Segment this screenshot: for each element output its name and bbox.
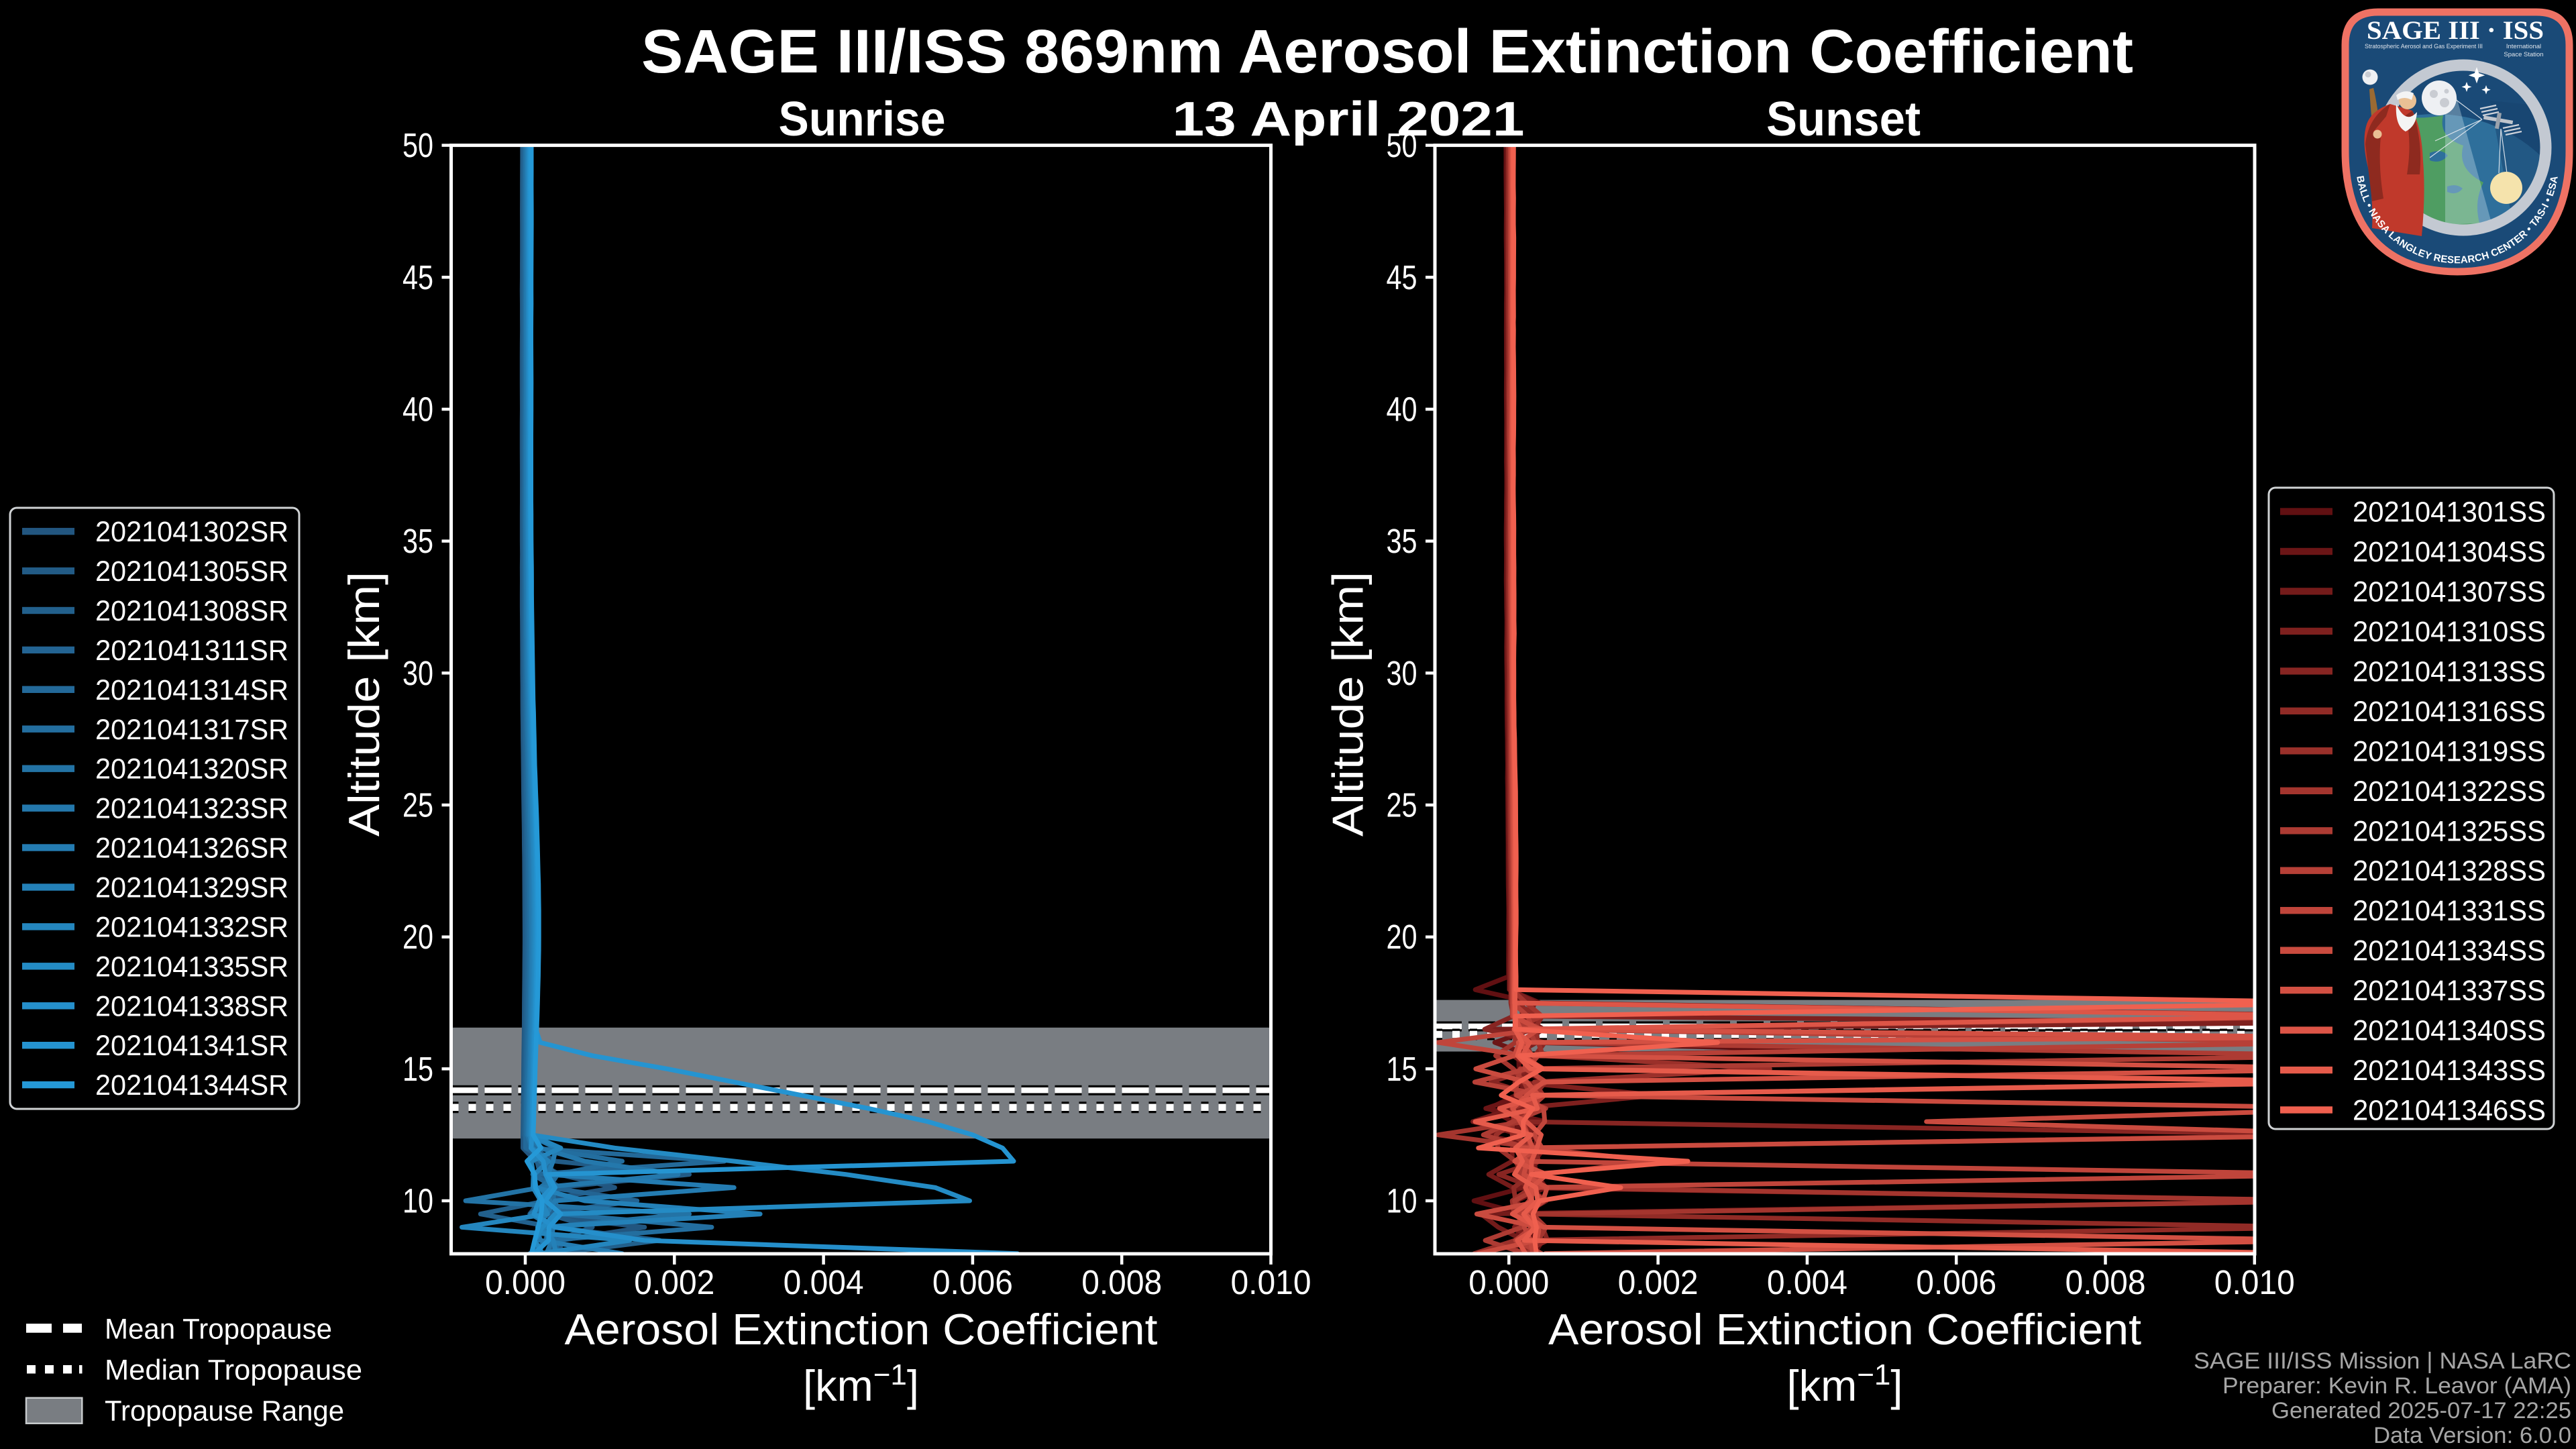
svg-text:2021041320SR: 2021041320SR — [95, 754, 288, 786]
svg-text:13 April 2021: 13 April 2021 — [1173, 93, 1525, 146]
svg-text:2021041343SS: 2021041343SS — [2353, 1055, 2546, 1087]
svg-text:20: 20 — [402, 918, 433, 956]
svg-text:2021041311SR: 2021041311SR — [95, 635, 288, 667]
svg-text:0.000: 0.000 — [1468, 1263, 1549, 1301]
svg-text:2021041317SR: 2021041317SR — [95, 714, 288, 746]
svg-text:2021041304SS: 2021041304SS — [2353, 537, 2546, 568]
svg-text:2021041313SS: 2021041313SS — [2353, 656, 2546, 688]
svg-text:0.008: 0.008 — [2065, 1263, 2146, 1301]
svg-text:45: 45 — [402, 258, 433, 297]
svg-text:25: 25 — [1387, 786, 1417, 824]
svg-text:2021041344SR: 2021041344SR — [95, 1070, 288, 1102]
svg-text:2021041326SR: 2021041326SR — [95, 833, 288, 865]
svg-text:2021041314SR: 2021041314SR — [95, 675, 288, 706]
svg-text:Mean Tropopause: Mean Tropopause — [105, 1314, 332, 1346]
svg-text:15: 15 — [1387, 1050, 1417, 1088]
svg-text:40: 40 — [1387, 390, 1417, 429]
svg-text:20: 20 — [1387, 918, 1417, 956]
svg-text:Median Tropopause: Median Tropopause — [105, 1355, 362, 1387]
svg-text:2021041334SS: 2021041334SS — [2353, 936, 2546, 967]
svg-text:2021041323SR: 2021041323SR — [95, 794, 288, 825]
svg-text:SAGE III/ISS 869nm Aerosol Ext: SAGE III/ISS 869nm Aerosol Extinction Co… — [641, 17, 2133, 86]
svg-text:40: 40 — [402, 390, 433, 429]
svg-text:2021041346SS: 2021041346SS — [2353, 1095, 2546, 1127]
svg-text:2021041308SR: 2021041308SR — [95, 596, 288, 627]
svg-text:2021041316SS: 2021041316SS — [2353, 696, 2546, 728]
svg-text:2021041332SR: 2021041332SR — [95, 912, 288, 943]
svg-text:Preparer: Kevin R. Leavor (AMA: Preparer: Kevin R. Leavor (AMA) — [2222, 1373, 2571, 1399]
svg-text:0.002: 0.002 — [1618, 1263, 1699, 1301]
svg-text:0.004: 0.004 — [784, 1263, 864, 1301]
svg-text:Aerosol Extinction Coefficient: Aerosol Extinction Coefficient — [1548, 1305, 2141, 1354]
svg-text:Space Station: Space Station — [2504, 51, 2543, 58]
svg-text:0.000: 0.000 — [485, 1263, 566, 1301]
svg-text:2021041305SR: 2021041305SR — [95, 556, 288, 588]
svg-text:45: 45 — [1387, 258, 1417, 297]
svg-text:2021041319SS: 2021041319SS — [2353, 736, 2546, 767]
svg-text:SAGE III/ISS Mission | NASA La: SAGE III/ISS Mission | NASA LaRC — [2194, 1348, 2571, 1374]
svg-text:2021041322SS: 2021041322SS — [2353, 776, 2546, 808]
svg-text:Generated 2025-07-17 22:25: Generated 2025-07-17 22:25 — [2271, 1398, 2571, 1424]
svg-text:0.006: 0.006 — [1916, 1263, 1996, 1301]
svg-text:2021041329SR: 2021041329SR — [95, 873, 288, 904]
svg-text:Stratospheric Aerosol and Gas: Stratospheric Aerosol and Gas Experiment… — [2365, 43, 2483, 50]
svg-text:10: 10 — [1387, 1182, 1417, 1220]
svg-text:2021041337SS: 2021041337SS — [2353, 975, 2546, 1007]
svg-text:2021041335SR: 2021041335SR — [95, 951, 288, 983]
svg-text:International: International — [2506, 43, 2541, 50]
svg-text:Aerosol Extinction Coefficient: Aerosol Extinction Coefficient — [565, 1305, 1158, 1354]
svg-text:Sunset: Sunset — [1766, 93, 1921, 146]
svg-text:0.006: 0.006 — [932, 1263, 1013, 1301]
svg-text:SAGE III · ISS: SAGE III · ISS — [2367, 16, 2544, 45]
svg-text:2021041301SS: 2021041301SS — [2353, 497, 2546, 529]
svg-text:2021041302SR: 2021041302SR — [95, 517, 288, 548]
svg-text:2021041331SS: 2021041331SS — [2353, 896, 2546, 927]
svg-text:2021041341SR: 2021041341SR — [95, 1030, 288, 1062]
svg-text:35: 35 — [1387, 522, 1417, 560]
svg-text:0.010: 0.010 — [2214, 1263, 2295, 1301]
svg-text:15: 15 — [402, 1050, 433, 1088]
svg-text:Tropopause Range: Tropopause Range — [105, 1396, 344, 1428]
svg-text:2021041307SS: 2021041307SS — [2353, 576, 2546, 608]
svg-text:0.002: 0.002 — [634, 1263, 714, 1301]
svg-text:[km−1]: [km−1] — [803, 1358, 919, 1410]
svg-text:25: 25 — [402, 786, 433, 824]
svg-text:Data Version: 6.0.0: Data Version: 6.0.0 — [2373, 1423, 2571, 1448]
svg-text:30: 30 — [402, 654, 433, 692]
svg-text:30: 30 — [1387, 654, 1417, 692]
svg-text:2021041325SS: 2021041325SS — [2353, 816, 2546, 847]
svg-text:2021041328SS: 2021041328SS — [2353, 856, 2546, 888]
svg-text:Sunrise: Sunrise — [779, 93, 946, 146]
svg-text:10: 10 — [402, 1182, 433, 1220]
svg-text:2021041340SS: 2021041340SS — [2353, 1016, 2546, 1047]
svg-text:0.008: 0.008 — [1081, 1263, 1162, 1301]
svg-text:50: 50 — [1387, 126, 1417, 164]
svg-text:Altitude [km]: Altitude [km] — [1324, 572, 1373, 837]
svg-text:2021041310SS: 2021041310SS — [2353, 616, 2546, 648]
svg-text:0.004: 0.004 — [1767, 1263, 1847, 1301]
svg-text:50: 50 — [402, 126, 433, 164]
svg-text:35: 35 — [402, 522, 433, 560]
svg-text:0.010: 0.010 — [1231, 1263, 1311, 1301]
svg-text:Altitude [km]: Altitude [km] — [339, 572, 388, 837]
svg-text:2021041338SR: 2021041338SR — [95, 991, 288, 1022]
